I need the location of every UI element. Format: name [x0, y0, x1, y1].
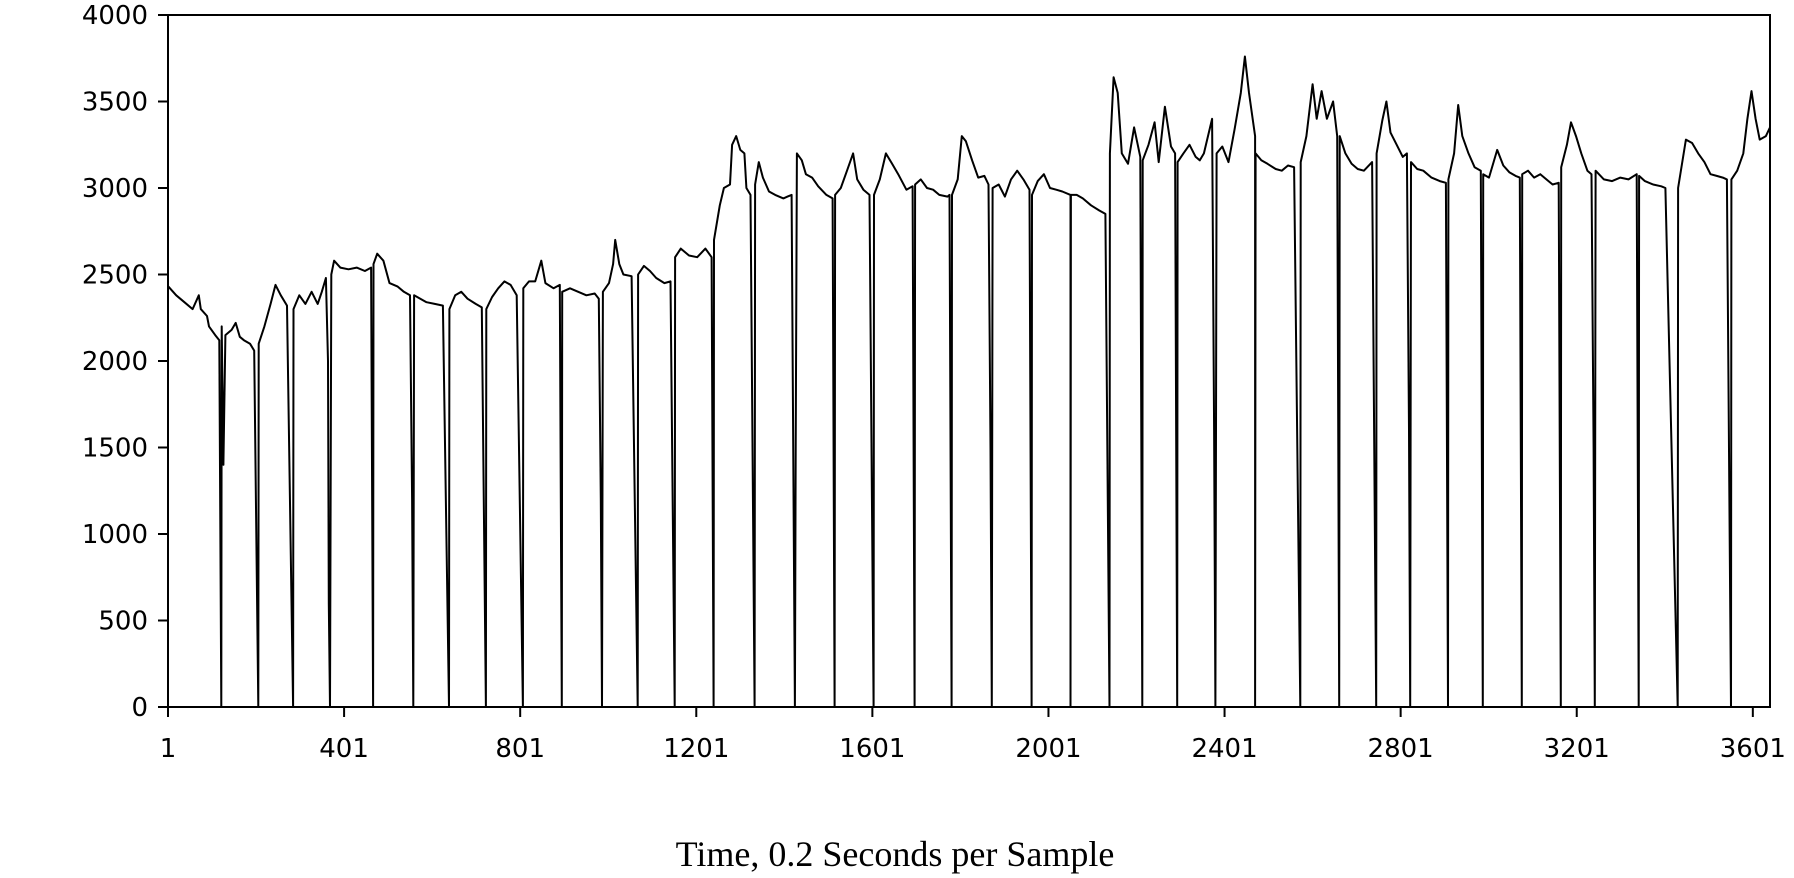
- plot-frame: [167, 14, 1771, 708]
- y-axis: 0 500 1000 1500 2000 2500 3000 3500 4000: [82, 1, 168, 723]
- y-tick-label: 4000: [82, 1, 148, 31]
- y-tick-label: 500: [98, 607, 148, 637]
- series-line: [167, 55, 1771, 708]
- x-tick-label: 1601: [839, 734, 905, 764]
- y-tick-label: 2000: [82, 347, 148, 377]
- x-tick-label: 2801: [1368, 734, 1434, 764]
- x-tick-label: 401: [319, 734, 369, 764]
- x-tick-label: 3601: [1720, 734, 1786, 764]
- x-tick-label: 1: [160, 734, 177, 764]
- x-tick-label: 2001: [1015, 734, 1081, 764]
- y-tick-label: 3500: [82, 88, 148, 118]
- y-tick-label: 1500: [82, 434, 148, 464]
- x-tick-label: 1201: [663, 734, 729, 764]
- y-tick-label: 3000: [82, 174, 148, 204]
- x-tick-label: 3201: [1544, 734, 1610, 764]
- x-axis-label: Time, 0.2 Seconds per Sample: [676, 834, 1115, 874]
- y-tick-label: 1000: [82, 520, 148, 550]
- y-tick-label: 2500: [82, 261, 148, 291]
- x-tick-label: 801: [495, 734, 545, 764]
- x-axis: 1 401 801 1201 1601 2001 2401 2801 3201 3601: [160, 707, 1786, 764]
- x-tick-label: 2401: [1191, 734, 1257, 764]
- y-tick-label: 0: [131, 693, 148, 723]
